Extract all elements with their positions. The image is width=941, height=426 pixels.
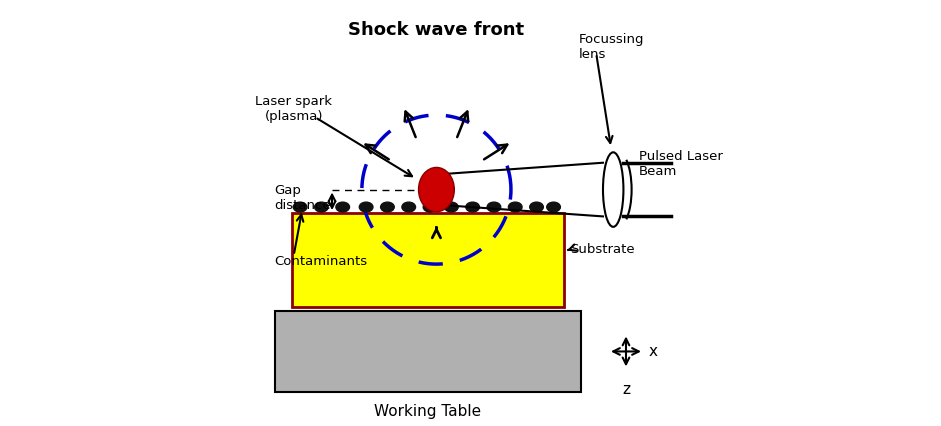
Text: Working Table: Working Table: [375, 403, 482, 419]
Bar: [275, 311, 582, 392]
Ellipse shape: [530, 202, 543, 212]
Ellipse shape: [419, 167, 455, 212]
Ellipse shape: [380, 202, 394, 212]
Ellipse shape: [466, 202, 480, 212]
Ellipse shape: [359, 202, 373, 212]
Ellipse shape: [444, 202, 458, 212]
Text: Substrate: Substrate: [570, 243, 635, 256]
Text: x: x: [649, 344, 658, 359]
Ellipse shape: [314, 202, 328, 212]
Ellipse shape: [294, 202, 307, 212]
Text: Contaminants: Contaminants: [275, 256, 368, 268]
Text: Shock wave front: Shock wave front: [348, 21, 524, 39]
Ellipse shape: [547, 202, 561, 212]
Text: Focussing
lens: Focussing lens: [579, 33, 645, 61]
Ellipse shape: [487, 202, 501, 212]
Ellipse shape: [402, 202, 416, 212]
Ellipse shape: [508, 202, 522, 212]
Bar: [292, 213, 565, 307]
Text: z: z: [622, 382, 630, 397]
Ellipse shape: [423, 202, 437, 212]
Ellipse shape: [603, 153, 624, 227]
Ellipse shape: [336, 202, 349, 212]
Text: Laser spark
(plasma): Laser spark (plasma): [255, 95, 332, 123]
Text: Pulsed Laser
Beam: Pulsed Laser Beam: [639, 150, 723, 178]
Text: Gap
distance: Gap distance: [275, 184, 331, 212]
